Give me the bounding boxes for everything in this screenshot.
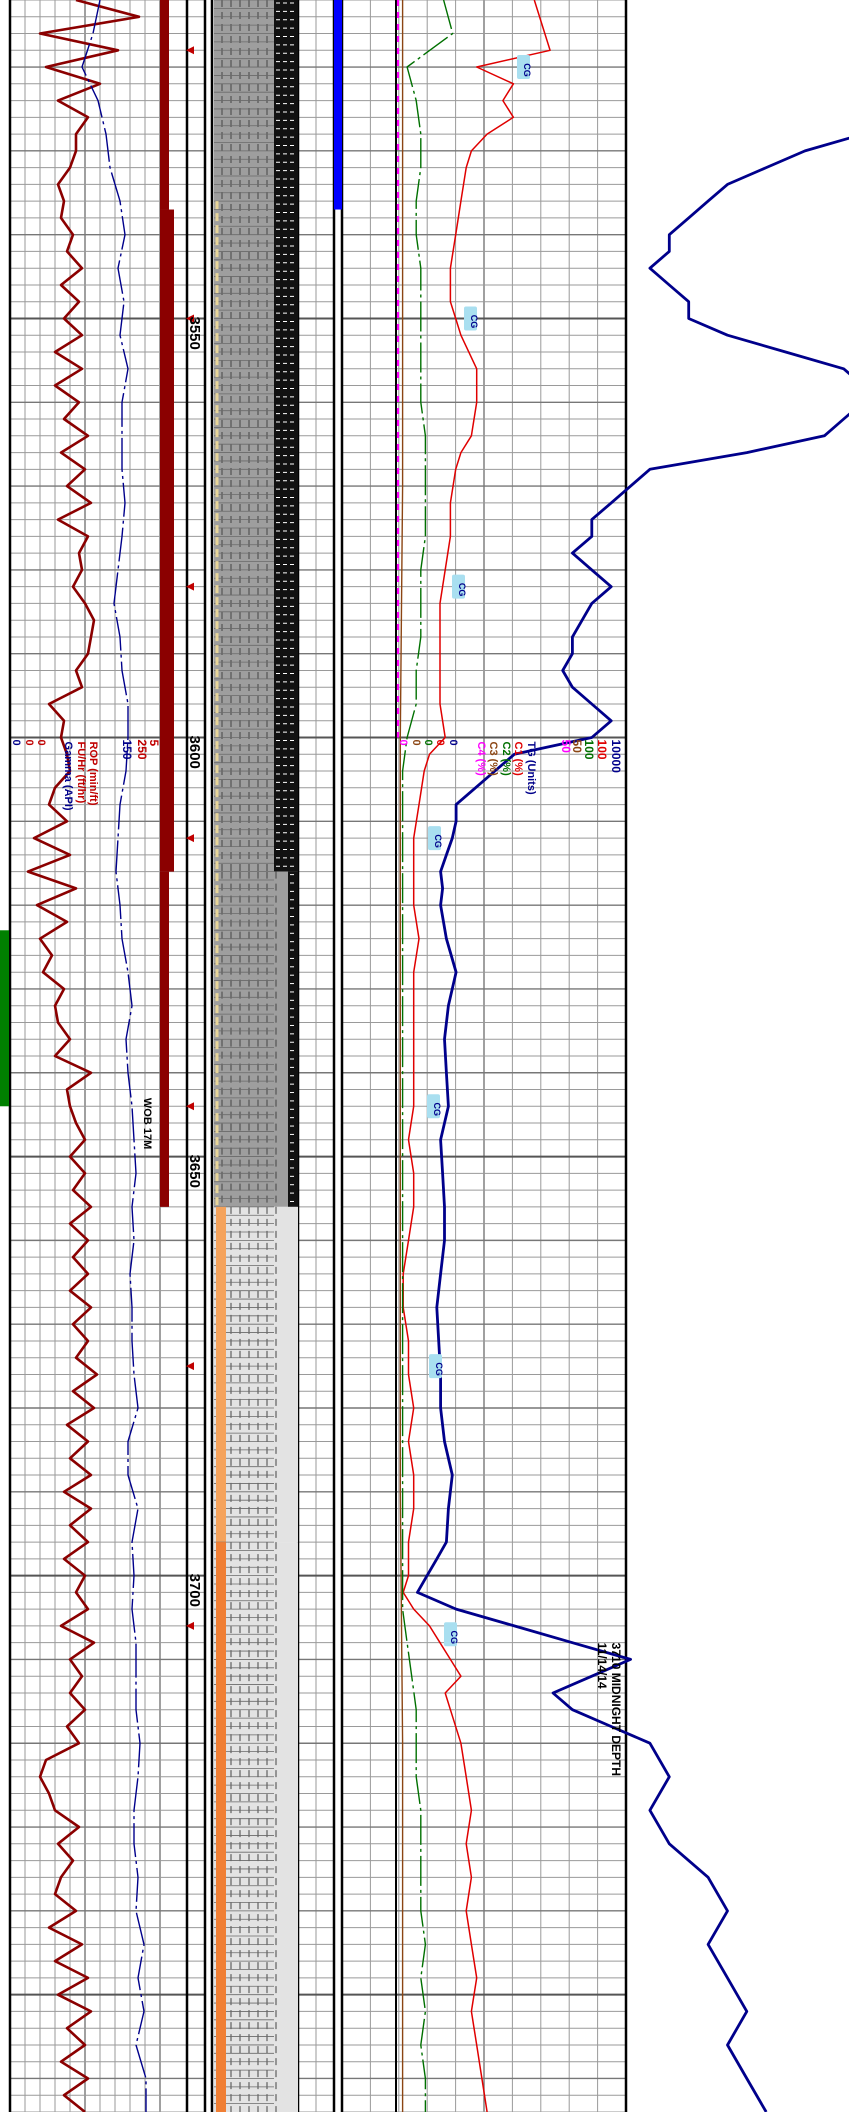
lithology-accent xyxy=(216,1206,226,1543)
cg-marker-label: CG xyxy=(433,834,443,848)
rop-bar xyxy=(160,871,169,1207)
curve-tg xyxy=(416,136,849,2112)
cg-marker-label: CG xyxy=(522,63,532,77)
fuhr-scale-min: 0 xyxy=(23,740,35,746)
gas-scale-min: 0 xyxy=(410,740,422,746)
cg-marker xyxy=(464,306,477,331)
curve-c3 xyxy=(399,0,404,2112)
cg-marker xyxy=(429,1354,442,1379)
gamma-scale-min: 0 xyxy=(10,740,22,746)
gas-scale-max: 50 xyxy=(559,740,573,754)
fuhr-scale-name: FU/Hr (ft/hr) xyxy=(75,742,87,804)
gamma-scale-name: Gamma (API) xyxy=(62,742,74,811)
depth-tick-label: 3600 xyxy=(186,736,203,769)
cg-marker-label: CG xyxy=(449,1631,459,1645)
markers: CG CG CG CG CG CG CG xyxy=(186,46,532,1647)
cg-marker-label: CG xyxy=(432,1103,442,1117)
cg-marker xyxy=(428,826,441,851)
gas-scale-max: 100 xyxy=(595,740,609,760)
gas-scale-min: 0 xyxy=(397,740,409,746)
gas-scale-min: 0 xyxy=(434,740,446,746)
rop-scale-min: 0 xyxy=(35,740,47,746)
cg-marker xyxy=(444,1622,457,1647)
curve-c2 xyxy=(401,0,454,2112)
survey-marker xyxy=(186,1621,194,1630)
green-marker-bar xyxy=(0,930,9,1107)
cg-marker xyxy=(517,55,530,80)
gas-scale-name: C1 (%) xyxy=(512,742,524,777)
curve-c1 xyxy=(402,0,551,2112)
survey-marker xyxy=(186,582,194,591)
gas-scale-max: 100 xyxy=(582,740,596,760)
survey-marker xyxy=(186,314,194,323)
cg-marker-label: CG xyxy=(469,315,479,329)
curve-gamma xyxy=(81,0,147,2112)
cg-marker xyxy=(427,1094,440,1119)
depth-grid xyxy=(8,0,628,2112)
rop-bar xyxy=(160,0,169,210)
blue-marker-bar xyxy=(334,0,342,210)
gas-scale-name: TG (Units) xyxy=(525,742,537,795)
gamma-scale-max: 150 xyxy=(120,740,134,760)
gas-scale-max: 10000 xyxy=(609,740,623,774)
gas-scale-max: 50 xyxy=(570,740,584,754)
log-curves xyxy=(26,0,849,2112)
lithology-track xyxy=(214,0,298,2112)
survey-marker xyxy=(186,1362,194,1371)
cg-marker xyxy=(452,574,465,599)
fuhr-scale-max: 250 xyxy=(135,740,149,760)
gas-scale-min: 0 xyxy=(447,740,459,746)
gas-scale-name: C3 (%) xyxy=(487,742,499,777)
rop-scale-max: 5 xyxy=(147,740,161,747)
midnight-depth-annotation: 3710 MIDNIGHT DEPTH xyxy=(609,1643,623,1776)
rop-bar xyxy=(160,209,174,872)
depth-tick-label: 3550 xyxy=(186,316,203,349)
lithology-dark-band xyxy=(288,871,298,1207)
survey-marker xyxy=(186,834,194,843)
depth-tick-label: 3700 xyxy=(186,1574,203,1607)
survey-marker xyxy=(186,1102,194,1111)
midnight-date-annotation: 11/14/14 xyxy=(595,1643,609,1689)
cg-marker-label: CG xyxy=(457,583,467,597)
depth-tick-label: 3650 xyxy=(186,1155,203,1188)
cg-marker-label: CG xyxy=(434,1362,444,1376)
gas-scale-name: C4 (%) xyxy=(475,742,487,777)
gas-scale-name: C2 (%) xyxy=(500,742,512,777)
curve-rop xyxy=(26,0,141,2112)
wob-annotation: WOB 17M xyxy=(141,1098,153,1149)
survey-marker xyxy=(186,46,194,55)
lithology-accent xyxy=(216,1542,226,2112)
gas-scale-min: 0 xyxy=(422,740,434,746)
rop-bars xyxy=(0,0,342,1207)
rop-scale-name: ROP (min/ft) xyxy=(87,742,99,806)
